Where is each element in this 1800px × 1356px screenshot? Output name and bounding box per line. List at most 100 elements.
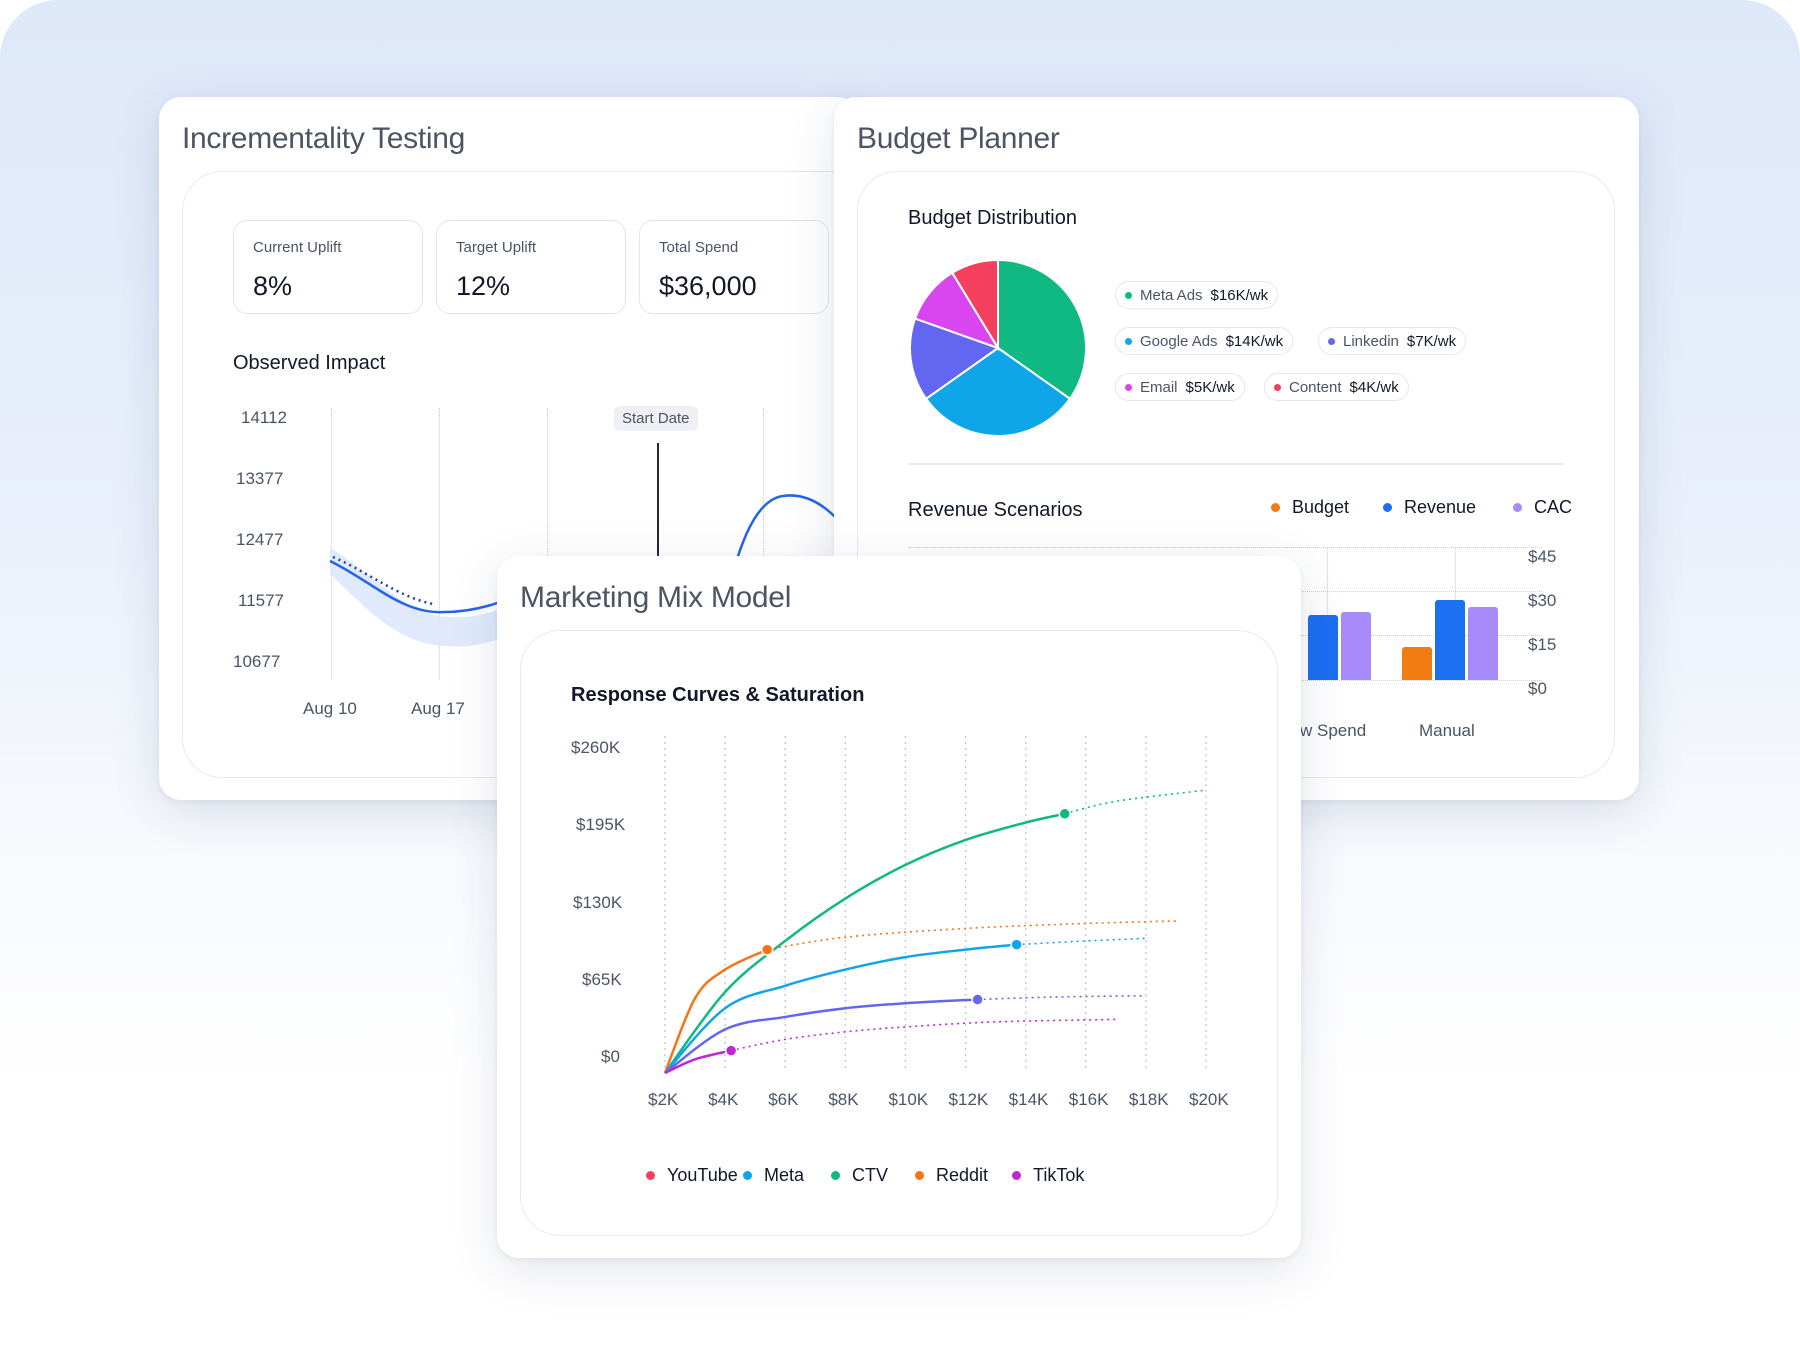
- legend-name: Google Ads: [1140, 332, 1218, 350]
- pie-slice-meta-ads: [997, 258, 1087, 401]
- x-tick-label: w Spend: [1300, 721, 1367, 740]
- legend-value: $5K/wk: [1185, 378, 1235, 396]
- legend-youtube: YouTube: [646, 1165, 738, 1186]
- curve-reddit: [663, 948, 768, 1074]
- legend-dot: [1125, 291, 1132, 299]
- mmm-panel: Response Curves & Saturation $260K $195K…: [520, 630, 1278, 1236]
- y-tick-label: $30: [1528, 591, 1557, 610]
- response-curves-chart: [663, 736, 1207, 1075]
- curve-projection-reddit: [767, 920, 1176, 951]
- pie-slice-google-ads: [924, 346, 1072, 437]
- legend-value: $4K/wk: [1349, 378, 1399, 396]
- kpi-label: Total Spend: [659, 239, 739, 256]
- current-spend-point-meta[interactable]: [1010, 938, 1023, 951]
- legend-dot: [1513, 503, 1522, 512]
- grid-line: [547, 408, 548, 680]
- current-spend-point-youtube[interactable]: [971, 993, 984, 1006]
- legend-label: CAC: [1534, 497, 1573, 517]
- legend-pill-meta-ads: Meta Ads $16K/wk: [1115, 281, 1279, 309]
- legend-name: Content: [1289, 378, 1342, 396]
- legend-reddit: Reddit: [915, 1165, 988, 1186]
- confidence-band: [330, 548, 543, 647]
- legend-name: Linkedin: [1343, 332, 1399, 350]
- legend-pill-content: Content $4K/wk: [1264, 373, 1409, 401]
- x-tick-label: Aug 10: [303, 699, 357, 718]
- legend-label: CTV: [852, 1165, 888, 1185]
- legend-value: $14K/wk: [1225, 332, 1284, 350]
- card-title: Marketing Mix Model: [520, 581, 792, 614]
- legend-value: $7K/wk: [1406, 332, 1457, 350]
- y-tick-label: $15: [1528, 635, 1557, 654]
- legend-pill-google-ads: Google Ads $14K/wk: [1115, 327, 1294, 355]
- legend-pill-email: Email $5K/wk: [1115, 373, 1245, 401]
- y-tick-label: $65K: [582, 970, 622, 989]
- bar-revenue-manual: [1435, 600, 1465, 680]
- legend-label: Reddit: [936, 1165, 989, 1185]
- bar-revenue-w-spend: [1308, 615, 1338, 680]
- pie-slice-linkedin: [909, 317, 1001, 401]
- legend-revenue: Revenue: [1383, 497, 1476, 518]
- legend-dot: [1012, 1171, 1021, 1180]
- curve-projection-tiktok: [730, 1018, 1116, 1052]
- legend-dot: [1274, 383, 1281, 391]
- legend-value: $16K/wk: [1210, 286, 1269, 304]
- kpi-total-spend: Total Spend $36,000: [639, 220, 829, 314]
- x-tick-label: $16K: [1068, 1090, 1109, 1109]
- x-tick-label: Aug 17: [411, 699, 465, 718]
- x-tick-label: $20K: [1189, 1090, 1229, 1109]
- observed-impact-title: Observed Impact: [233, 352, 386, 374]
- kpi-label: Target Uplift: [456, 239, 537, 256]
- y-tick-label: $45: [1528, 547, 1557, 566]
- y-tick-label: 10677: [233, 652, 281, 671]
- y-tick-label: 12477: [236, 530, 284, 549]
- kpi-current-uplift: Current Uplift 8%: [233, 220, 423, 314]
- current-spend-point-ctv[interactable]: [1058, 807, 1071, 821]
- start-date-marker: [657, 443, 659, 603]
- response-curves-title: Response Curves & Saturation: [571, 684, 865, 706]
- kpi-value: $36,000: [659, 271, 757, 301]
- y-tick-label: 11577: [238, 591, 285, 610]
- legend-dot: [1125, 383, 1132, 391]
- grid-line: [908, 547, 1542, 548]
- legend-dot: [831, 1171, 840, 1180]
- current-spend-point-reddit[interactable]: [760, 943, 774, 956]
- legend-dot: [646, 1171, 655, 1180]
- y-tick-label: $0: [601, 1047, 620, 1066]
- grid-line: [763, 408, 764, 680]
- legend-pill-linkedin: Linkedin $7K/wk: [1318, 327, 1467, 355]
- bar-budget-manual: [1402, 647, 1432, 680]
- marketing-mix-model-card: Marketing Mix Model Response Curves & Sa…: [497, 556, 1301, 1258]
- x-tick-label: $6K: [768, 1090, 799, 1109]
- x-tick-label: $12K: [948, 1090, 989, 1109]
- y-tick-label: 14112: [241, 408, 288, 427]
- bar-cac-manual: [1468, 607, 1498, 680]
- grid-line: [439, 408, 440, 680]
- x-tick-label: $10K: [888, 1090, 929, 1109]
- y-tick-label: $195K: [576, 815, 626, 834]
- legend-label: Meta: [764, 1165, 805, 1185]
- curve-meta: [664, 943, 1017, 1074]
- legend-label: YouTube: [667, 1165, 738, 1185]
- curve-youtube: [664, 998, 978, 1075]
- curve-tiktok: [664, 1049, 732, 1075]
- legend-meta: Meta: [743, 1165, 804, 1186]
- legend-dot: [1125, 337, 1132, 345]
- budget-distribution-title: Budget Distribution: [908, 207, 1077, 229]
- x-tick-label: $4K: [708, 1090, 739, 1109]
- budget-pie-chart: [909, 258, 1087, 437]
- legend-tiktok: TikTok: [1012, 1165, 1084, 1186]
- legend-label: TikTok: [1033, 1165, 1085, 1185]
- legend-dot: [743, 1171, 752, 1180]
- grid-line: [1327, 547, 1328, 681]
- bar-cac-w-spend: [1341, 612, 1371, 680]
- baseline-line: [332, 555, 434, 606]
- current-spend-point-tiktok[interactable]: [724, 1044, 738, 1057]
- curve-projection-youtube: [977, 994, 1146, 1001]
- legend-budget: Budget: [1271, 497, 1349, 518]
- kpi-value: 12%: [456, 271, 511, 301]
- legend-cac: CAC: [1513, 497, 1572, 518]
- x-tick-label: $14K: [1008, 1090, 1049, 1109]
- x-tick-label: $8K: [828, 1090, 859, 1109]
- legend-name: Meta Ads: [1140, 286, 1203, 304]
